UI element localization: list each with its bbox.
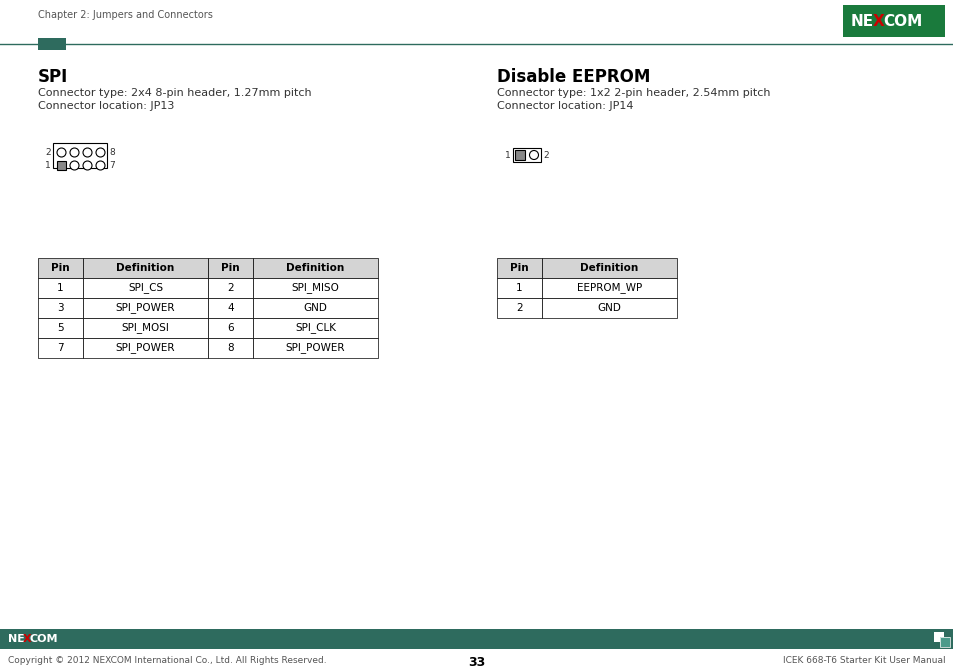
Text: 1: 1 [516, 283, 522, 293]
Text: 2: 2 [542, 151, 548, 159]
Circle shape [96, 161, 105, 170]
Circle shape [70, 161, 79, 170]
Bar [515, 150, 524, 160]
Text: SPI_POWER: SPI_POWER [115, 343, 175, 353]
Bar [541, 278, 677, 298]
Text: Disable EEPROM: Disable EEPROM [497, 68, 650, 86]
Text: 1: 1 [45, 161, 51, 170]
Bar [57, 161, 66, 170]
Bar [253, 318, 377, 338]
Bar [939, 637, 949, 647]
Bar [83, 338, 208, 358]
Bar [933, 632, 943, 642]
Text: ICEK 668-T6 Starter Kit User Manual: ICEK 668-T6 Starter Kit User Manual [782, 656, 945, 665]
Text: 33: 33 [468, 656, 485, 669]
Text: 1: 1 [505, 151, 511, 159]
Bar [38, 38, 66, 50]
Text: COM: COM [30, 634, 58, 644]
Bar [208, 338, 253, 358]
Text: 7: 7 [109, 161, 114, 170]
Text: Pin: Pin [51, 263, 70, 273]
Text: Definition: Definition [116, 263, 174, 273]
Bar [38, 278, 83, 298]
Text: NE: NE [850, 13, 873, 28]
Text: SPI_CS: SPI_CS [128, 282, 163, 294]
Bar [208, 318, 253, 338]
Bar [939, 637, 949, 647]
Bar [253, 278, 377, 298]
Text: 7: 7 [57, 343, 64, 353]
Text: 5: 5 [57, 323, 64, 333]
Text: SPI: SPI [38, 68, 69, 86]
Text: Connector type: 1x2 2-pin header, 2.54mm pitch: Connector type: 1x2 2-pin header, 2.54mm… [497, 88, 770, 98]
Text: COM: COM [882, 13, 922, 28]
Text: Pin: Pin [221, 263, 239, 273]
Text: X: X [872, 13, 883, 28]
Circle shape [96, 148, 105, 157]
Text: 2: 2 [46, 148, 51, 157]
Bar [497, 278, 541, 298]
Text: 8: 8 [109, 148, 114, 157]
Text: 2: 2 [516, 303, 522, 313]
Circle shape [83, 148, 91, 157]
Circle shape [57, 148, 66, 157]
Text: Definition: Definition [286, 263, 344, 273]
Bar [497, 298, 541, 318]
Circle shape [70, 148, 79, 157]
Text: 4: 4 [227, 303, 233, 313]
Bar [0, 629, 953, 649]
Text: SPI_MISO: SPI_MISO [292, 282, 339, 294]
Bar [541, 258, 677, 278]
Text: Copyright © 2012 NEXCOM International Co., Ltd. All Rights Reserved.: Copyright © 2012 NEXCOM International Co… [8, 656, 326, 665]
Bar [253, 298, 377, 318]
Bar [83, 278, 208, 298]
Bar [208, 298, 253, 318]
Text: Definition: Definition [579, 263, 638, 273]
Bar [253, 258, 377, 278]
Text: 6: 6 [227, 323, 233, 333]
Text: X: X [23, 634, 31, 644]
Bar [842, 5, 944, 37]
Text: SPI_MOSI: SPI_MOSI [121, 323, 170, 333]
Text: NE: NE [8, 634, 25, 644]
Text: 2: 2 [227, 283, 233, 293]
Bar [38, 258, 83, 278]
Text: 3: 3 [57, 303, 64, 313]
Text: SPI_POWER: SPI_POWER [286, 343, 345, 353]
Bar [83, 298, 208, 318]
Bar [208, 278, 253, 298]
Bar [53, 143, 107, 168]
Text: Chapter 2: Jumpers and Connectors: Chapter 2: Jumpers and Connectors [38, 10, 213, 20]
Text: GND: GND [303, 303, 327, 313]
Text: Connector type: 2x4 8-pin header, 1.27mm pitch: Connector type: 2x4 8-pin header, 1.27mm… [38, 88, 312, 98]
Bar [541, 298, 677, 318]
Text: 8: 8 [227, 343, 233, 353]
Bar [83, 318, 208, 338]
Bar [253, 338, 377, 358]
Bar [513, 148, 540, 162]
Bar [83, 258, 208, 278]
Circle shape [83, 161, 91, 170]
Text: 1: 1 [57, 283, 64, 293]
Text: EEPROM_WP: EEPROM_WP [577, 282, 641, 294]
Text: SPI_CLK: SPI_CLK [294, 323, 335, 333]
Text: SPI_POWER: SPI_POWER [115, 302, 175, 313]
Text: GND: GND [597, 303, 620, 313]
Bar [38, 298, 83, 318]
Bar [497, 258, 541, 278]
Bar [38, 318, 83, 338]
Text: Connector location: JP14: Connector location: JP14 [497, 101, 633, 111]
Bar [208, 258, 253, 278]
Text: Pin: Pin [510, 263, 528, 273]
Bar [38, 338, 83, 358]
Circle shape [529, 151, 537, 159]
Text: Connector location: JP13: Connector location: JP13 [38, 101, 174, 111]
